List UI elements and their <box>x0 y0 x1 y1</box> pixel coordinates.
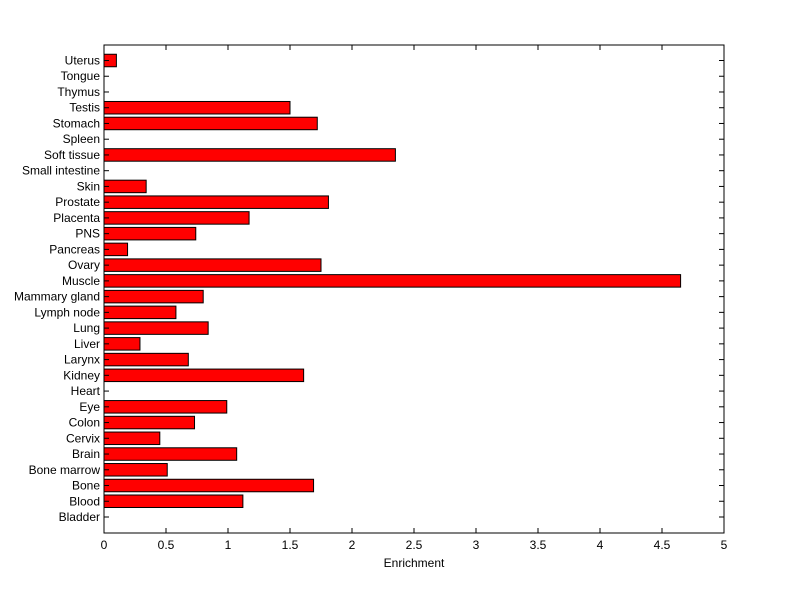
x-tick-label-2-5: 2.5 <box>406 538 423 552</box>
bar-testis <box>103 100 291 115</box>
bar-larynx <box>103 352 189 367</box>
bar-colon <box>103 415 196 430</box>
bar-brain <box>103 447 238 461</box>
y-tick-label-tongue: Tongue <box>61 69 101 83</box>
y-tick-label-stomach: Stomach <box>53 116 100 130</box>
bar-pns <box>103 226 197 241</box>
bar-bone-marrow <box>103 463 168 477</box>
y-tick-label-heart: Heart <box>71 384 101 398</box>
y-tick-label-ovary: Ovary <box>68 258 100 272</box>
y-tick-label-bone-marrow: Bone marrow <box>29 463 101 477</box>
x-tick-label-4-5: 4.5 <box>654 538 671 552</box>
y-tick-label-prostate: Prostate <box>55 195 100 209</box>
y-tick-label-eye: Eye <box>79 400 100 414</box>
y-tick-label-mammary-gland: Mammary gland <box>14 290 100 304</box>
bar-placenta <box>103 211 250 225</box>
x-axis-title: Enrichment <box>384 556 445 570</box>
y-tick-label-lung: Lung <box>73 321 100 335</box>
y-tick-label-soft-tissue: Soft tissue <box>44 148 100 162</box>
bar-skin <box>103 179 147 194</box>
y-tick-label-spleen: Spleen <box>63 132 100 146</box>
y-tick-label-brain: Brain <box>72 447 100 461</box>
bar-lymph-node <box>103 305 177 320</box>
ticks-layer <box>103 45 725 533</box>
y-tick-label-skin: Skin <box>77 179 100 193</box>
y-tick-label-bladder: Bladder <box>59 510 100 524</box>
bar-lung <box>103 321 209 335</box>
y-tick-label-pns: PNS <box>75 227 100 241</box>
x-tick-label-5: 5 <box>721 538 728 552</box>
y-tick-label-blood: Blood <box>69 494 100 508</box>
x-tick-label-3: 3 <box>473 538 480 552</box>
x-tick-label-1: 1 <box>225 538 232 552</box>
bar-prostate <box>103 195 329 209</box>
bar-cervix <box>103 431 161 446</box>
y-tick-label-pancreas: Pancreas <box>49 242 100 256</box>
y-tick-label-lymph-node: Lymph node <box>34 305 100 319</box>
y-tick-label-colon: Colon <box>69 416 100 430</box>
bar-kidney <box>103 368 305 383</box>
x-tick-label-3-5: 3.5 <box>530 538 547 552</box>
x-tick-label-4: 4 <box>597 538 604 552</box>
bar-bone <box>103 478 315 493</box>
bar-stomach <box>103 116 318 131</box>
bar-blood <box>103 494 244 509</box>
y-tick-label-cervix: Cervix <box>66 431 100 445</box>
x-tick-label-1-5: 1.5 <box>282 538 299 552</box>
bar-mammary-gland <box>103 289 204 304</box>
y-tick-label-liver: Liver <box>74 337 100 351</box>
y-tick-label-uterus: Uterus <box>65 54 100 68</box>
bar-soft-tissue <box>103 148 396 162</box>
x-tick-label-0-5: 0.5 <box>158 538 175 552</box>
x-tick-label-2: 2 <box>349 538 356 552</box>
y-tick-label-thymus: Thymus <box>57 85 100 99</box>
y-tick-label-placenta: Placenta <box>53 211 100 225</box>
y-tick-label-testis: Testis <box>69 101 100 115</box>
y-tick-label-bone: Bone <box>72 479 100 493</box>
y-tick-label-kidney: Kidney <box>63 368 100 382</box>
bar-muscle <box>103 274 682 288</box>
x-tick-label-0: 0 <box>101 538 108 552</box>
bar-ovary <box>103 258 322 272</box>
y-tick-label-larynx: Larynx <box>64 353 100 367</box>
y-tick-label-small-intestine: Small intestine <box>22 164 100 178</box>
y-tick-label-muscle: Muscle <box>62 274 100 288</box>
bar-eye <box>103 400 228 414</box>
plot-frame <box>103 44 725 534</box>
bar-liver <box>103 337 141 351</box>
x-tick-labels: 0 0.5 1 1.5 2 2.5 3 3.5 4 4.5 5 <box>101 538 728 552</box>
